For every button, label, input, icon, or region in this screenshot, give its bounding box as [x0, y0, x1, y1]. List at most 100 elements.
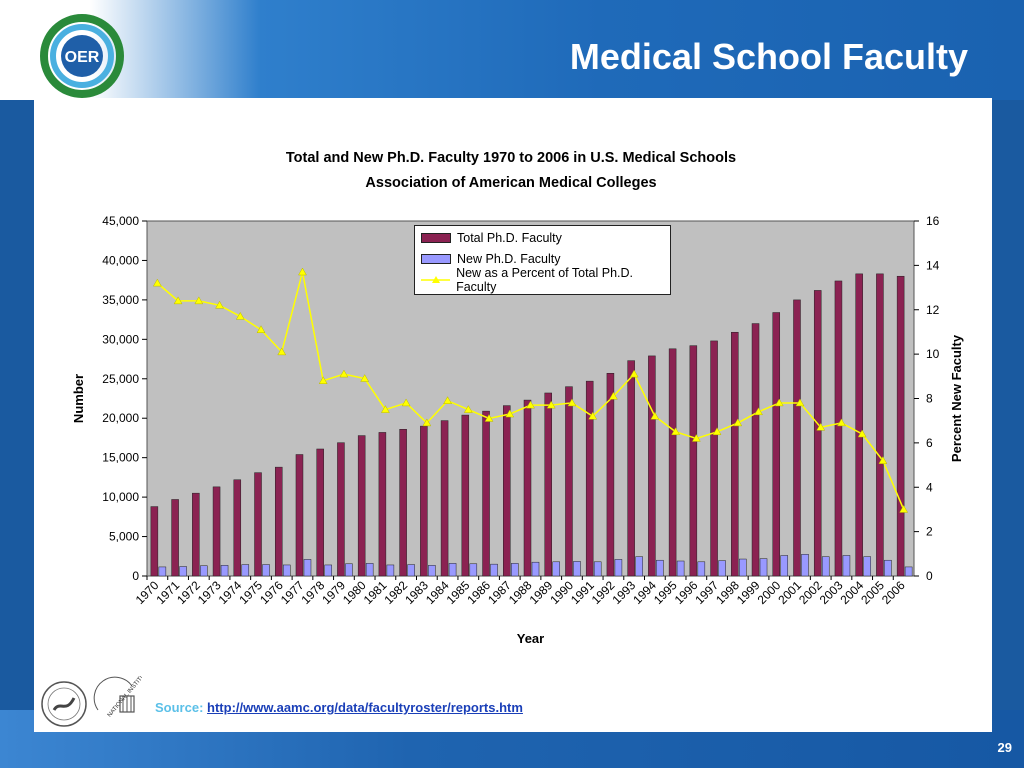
- y-tick-label: 35,000: [102, 293, 139, 307]
- bar-total: [668, 348, 677, 577]
- y-tick-label: 20,000: [102, 411, 139, 425]
- y2-tick-label: 6: [926, 436, 933, 450]
- bar-total: [378, 432, 387, 577]
- bar-total: [813, 290, 822, 577]
- bar-total: [876, 273, 884, 577]
- source-citation: Source: http://www.aamc.org/data/faculty…: [155, 700, 523, 715]
- bar-new: [593, 561, 602, 577]
- y-axis-label: Number: [71, 374, 86, 423]
- point-percent: [671, 427, 681, 436]
- y2-tick-label: 12: [926, 303, 940, 317]
- y2-tick-label: 16: [926, 214, 940, 228]
- bar-total: [855, 273, 863, 577]
- point-percent: [795, 398, 805, 407]
- bar-new: [842, 555, 851, 577]
- chart: Total and New Ph.D. Faculty 1970 to 2006…: [71, 150, 964, 646]
- bar-total: [627, 360, 635, 577]
- bar-total: [503, 405, 511, 577]
- bar-new: [345, 563, 353, 577]
- bar-total: [793, 299, 801, 577]
- point-percent: [608, 391, 618, 400]
- bar-total: [254, 472, 262, 577]
- bar-total: [212, 486, 221, 577]
- point-percent: [235, 311, 245, 320]
- bar-total: [689, 345, 698, 577]
- bar-total: [420, 425, 428, 577]
- bar-total: [585, 380, 594, 577]
- bar-total: [710, 340, 718, 577]
- bar-total: [150, 506, 159, 577]
- bar-total: [233, 479, 242, 577]
- point-percent: [422, 418, 432, 427]
- point-percent: [401, 398, 411, 407]
- bar-new: [863, 556, 871, 577]
- y2-tick-label: 14: [926, 258, 940, 272]
- legend-label-total: Total Ph.D. Faculty: [457, 231, 562, 245]
- point-percent: [837, 418, 846, 427]
- point-percent: [173, 296, 183, 305]
- legend-swatch-total: [421, 233, 451, 243]
- bar-new: [552, 561, 560, 577]
- bar-total: [171, 499, 179, 577]
- point-percent: [505, 409, 515, 418]
- y2-tick-label: 2: [926, 525, 933, 539]
- bar-new: [428, 565, 436, 577]
- nih-seal-icon: NATIONAL INSTITUTES OF HEALTH: [93, 676, 142, 719]
- bar-new: [469, 563, 478, 577]
- bar-total: [295, 454, 304, 577]
- legend-item-new: New Ph.D. Faculty: [421, 251, 561, 267]
- legend-swatch-percent: [421, 276, 451, 283]
- point-percent: [380, 405, 390, 413]
- bar-total: [523, 399, 532, 577]
- page-title: Medical School Faculty: [569, 36, 968, 77]
- point-percent: [899, 504, 909, 513]
- point-percent: [360, 374, 370, 382]
- point-percent: [339, 369, 349, 378]
- legend-swatch-new: [421, 254, 451, 264]
- bar-new: [324, 564, 332, 577]
- point-percent: [754, 407, 763, 416]
- y2-tick-label: 0: [926, 569, 933, 583]
- bar-new: [200, 565, 208, 577]
- y-tick-label: 30,000: [102, 332, 139, 346]
- y2-tick-label: 10: [926, 347, 940, 361]
- bar-new: [262, 564, 270, 577]
- oer-logo-icon: OER: [40, 14, 124, 98]
- y2-tick-label: 4: [926, 480, 933, 494]
- source-link[interactable]: http://www.aamc.org/data/facultyroster/r…: [207, 700, 523, 715]
- bar-total: [648, 355, 656, 577]
- point-percent: [774, 398, 784, 407]
- bar-new: [386, 564, 395, 577]
- source-label: Source:: [155, 700, 204, 715]
- bar-total: [357, 435, 366, 577]
- legend-label-percent: New as a Percent of Total Ph.D. Faculty: [456, 266, 634, 294]
- bar-new: [821, 556, 830, 577]
- bar-total: [544, 392, 552, 577]
- point-percent: [152, 278, 162, 287]
- bar-new: [656, 559, 664, 577]
- point-percent: [194, 296, 204, 305]
- legend-label-new: New Ph.D. Faculty: [457, 252, 561, 266]
- bar-new: [635, 556, 643, 577]
- bar-new: [511, 563, 519, 577]
- legend-item-total: Total Ph.D. Faculty: [421, 230, 562, 246]
- x-axis-label: Year: [517, 631, 544, 646]
- point-percent: [629, 369, 639, 378]
- point-percent: [712, 427, 722, 436]
- bar-new: [158, 566, 167, 577]
- bar-new: [179, 566, 187, 577]
- bar-new: [407, 564, 415, 577]
- point-percent: [484, 413, 494, 422]
- bar-total: [565, 386, 573, 577]
- point-percent: [443, 396, 453, 404]
- point-percent: [298, 267, 307, 276]
- y2-axis-label: Percent New Faculty: [949, 334, 964, 462]
- point-percent: [878, 456, 888, 464]
- bar-new: [531, 561, 540, 577]
- bar-total: [192, 492, 200, 577]
- y-tick-label: 10,000: [102, 490, 139, 504]
- bar-new: [220, 565, 229, 577]
- point-percent: [650, 411, 660, 420]
- bar-new: [801, 554, 809, 577]
- bar-total: [440, 420, 449, 577]
